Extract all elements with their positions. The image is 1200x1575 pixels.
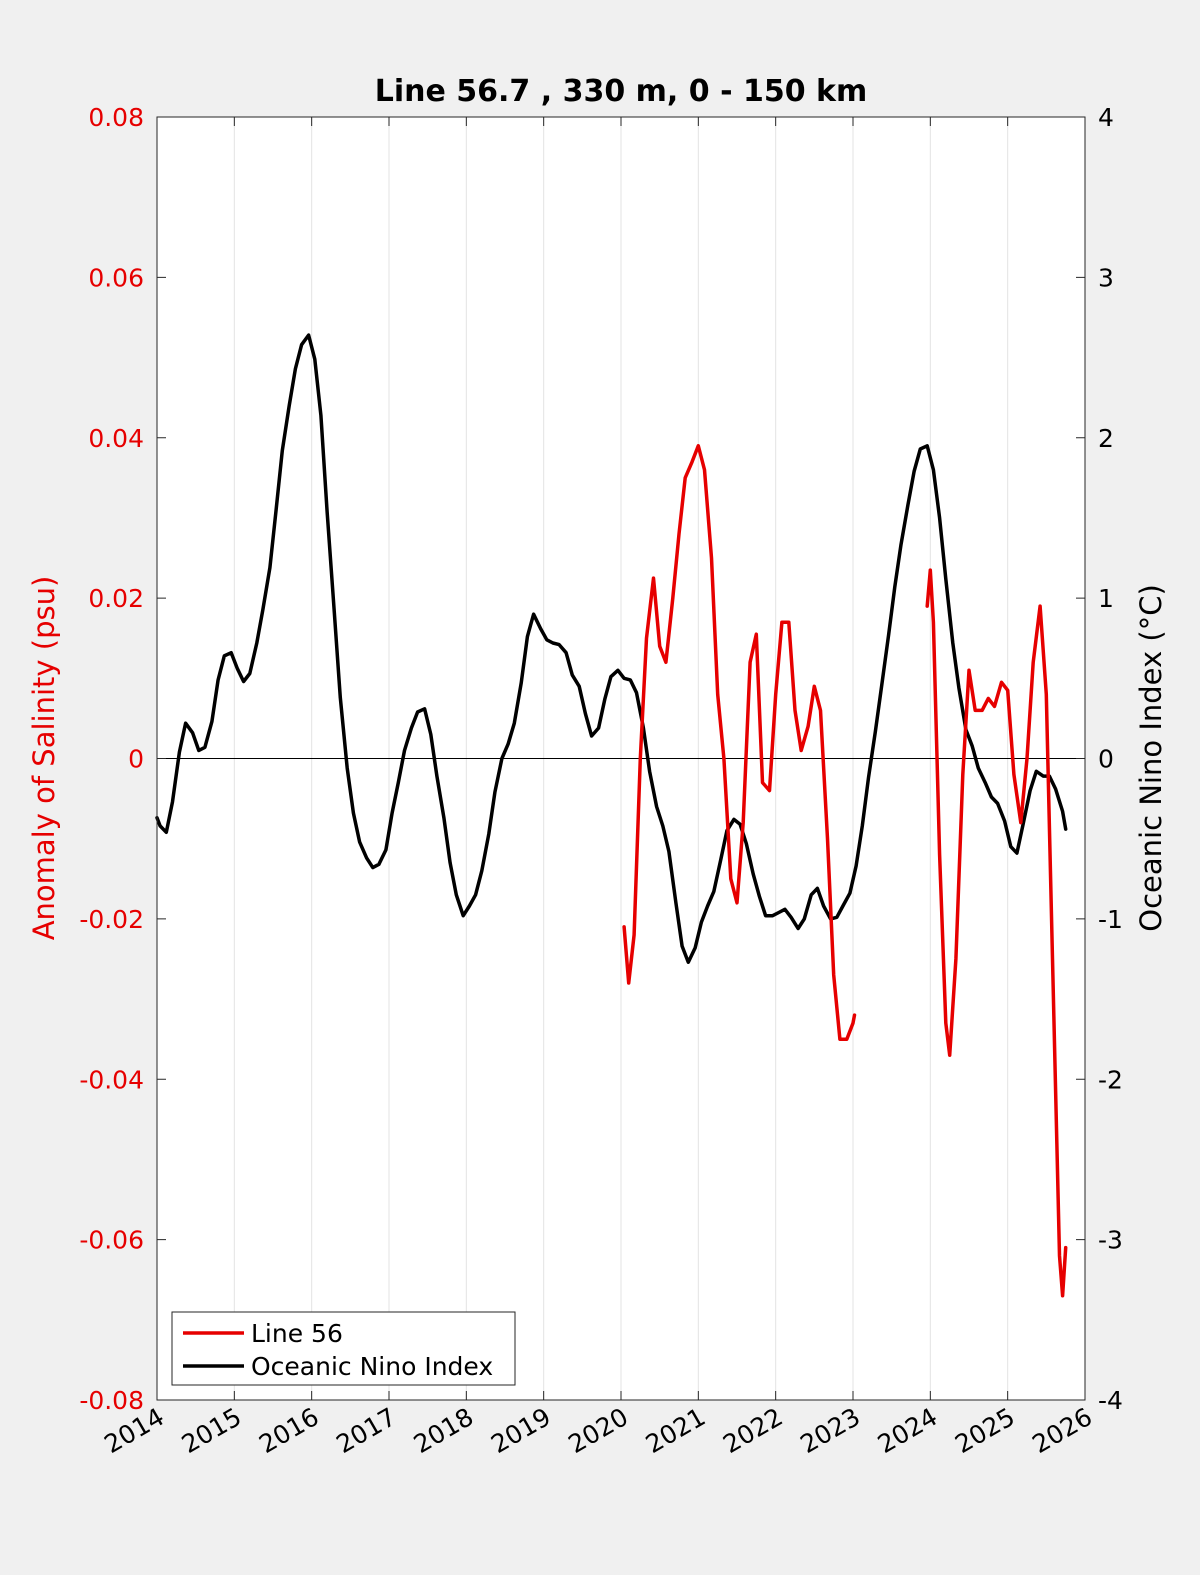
y-left-tick-label--0.06: -0.06 bbox=[79, 1226, 144, 1255]
y-axis-left-label: Anomaly of Salinity (psu) bbox=[27, 576, 61, 941]
series-line-line56-segment-1 bbox=[622, 444, 857, 1041]
y-right-tick-label--1: -1 bbox=[1098, 905, 1123, 934]
y-left-tick-label-0: 0 bbox=[128, 745, 144, 774]
y-axis-right-label: Oceanic Nino Index (°C) bbox=[1134, 584, 1168, 932]
legend-box bbox=[171, 1311, 516, 1386]
y-right-tick-label-2: 2 bbox=[1098, 424, 1114, 453]
y-left-tick-label-0.02: 0.02 bbox=[88, 584, 144, 613]
y-right-tick-label--3: -3 bbox=[1098, 1226, 1123, 1255]
y-left-tick-label-0.04: 0.04 bbox=[88, 424, 144, 453]
legend-label-oni: Oceanic Nino Index bbox=[251, 1352, 493, 1381]
y-left-tick-label--0.02: -0.02 bbox=[79, 905, 144, 934]
y-right-tick-label--4: -4 bbox=[1098, 1386, 1123, 1415]
y-right-tick-label--2: -2 bbox=[1098, 1065, 1123, 1094]
y-left-tick-label-0.08: 0.08 bbox=[88, 103, 144, 132]
chart-title: Line 56.7 , 330 m, 0 - 150 km bbox=[375, 74, 868, 109]
series-line-line56-segment-2 bbox=[925, 568, 1068, 1298]
y-right-tick-label-4: 4 bbox=[1098, 103, 1114, 132]
y-right-tick-label-0: 0 bbox=[1098, 745, 1114, 774]
series-line-oceanic-nino-index bbox=[155, 333, 1068, 964]
y-left-tick-label-0.06: 0.06 bbox=[88, 263, 144, 292]
series-layer bbox=[155, 333, 1068, 1298]
legend-label-line56: Line 56 bbox=[251, 1319, 343, 1348]
legend: Line 56 Oceanic Nino Index bbox=[171, 1311, 516, 1386]
y-left-tick-label--0.08: -0.08 bbox=[79, 1386, 144, 1415]
y-right-tick-label-1: 1 bbox=[1098, 584, 1114, 613]
y-left-tick-label--0.04: -0.04 bbox=[79, 1065, 144, 1094]
y-right-tick-label-3: 3 bbox=[1098, 263, 1114, 292]
